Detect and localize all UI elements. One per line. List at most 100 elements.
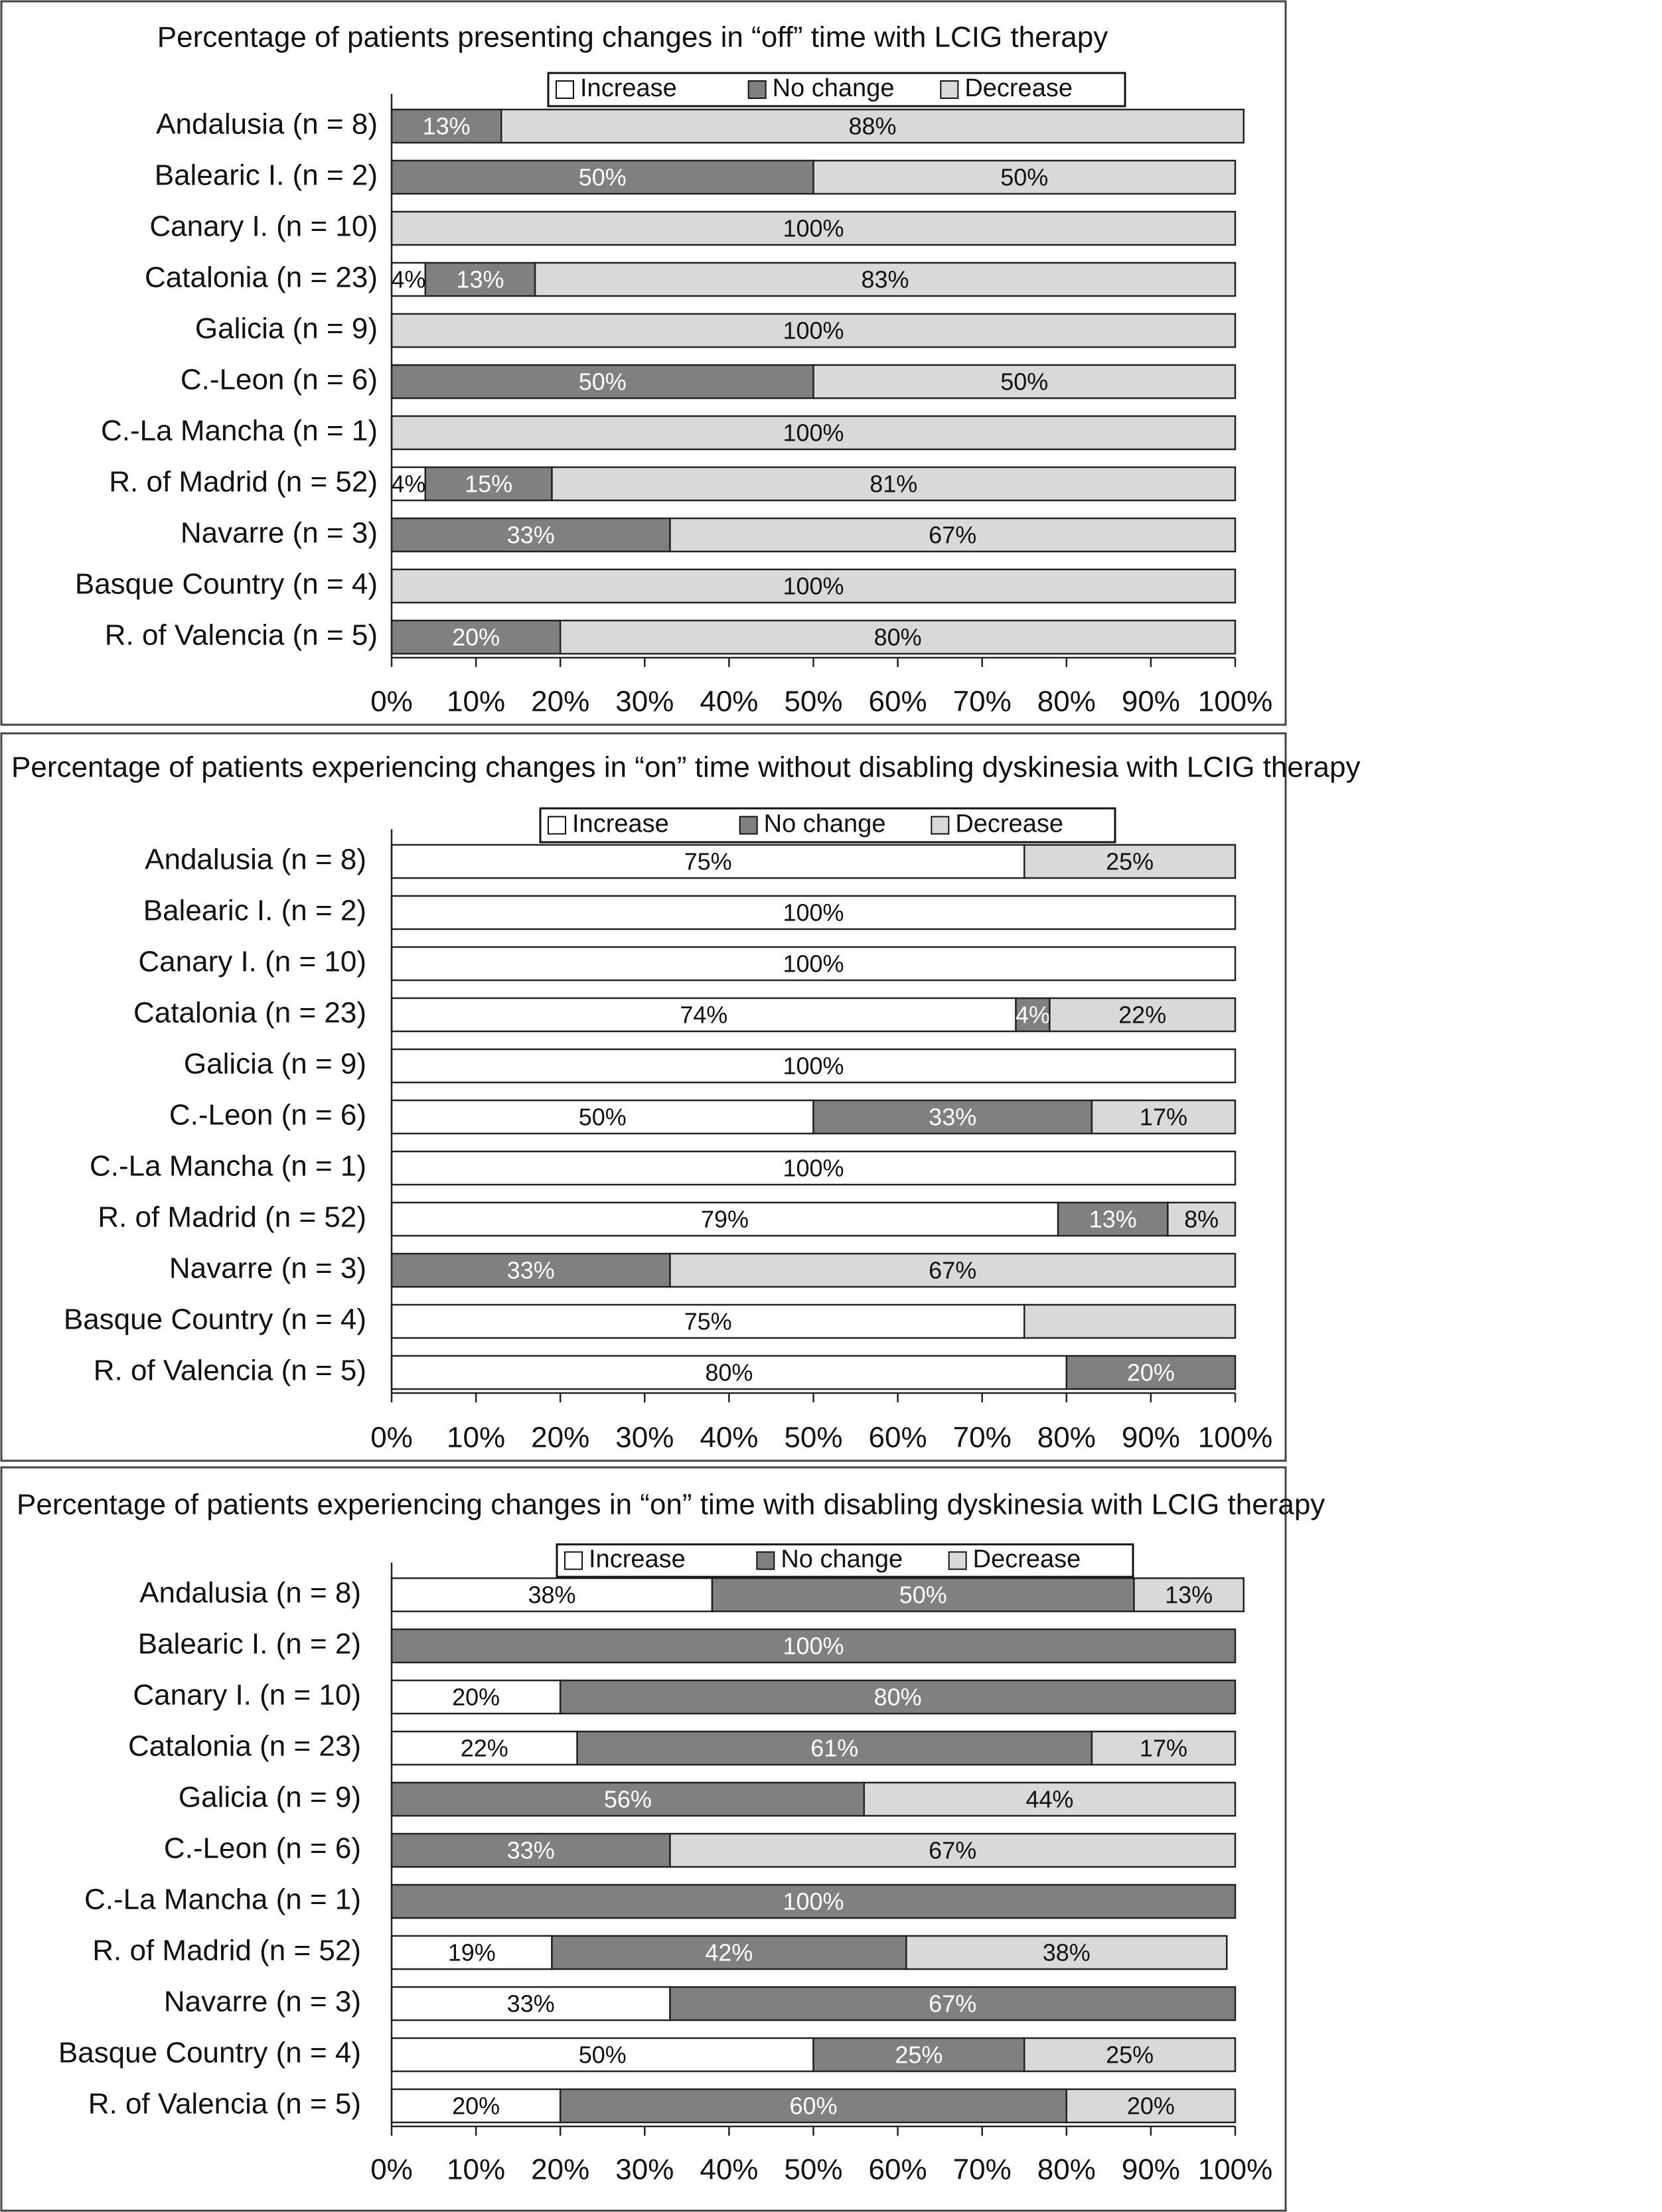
bar-segment (576, 1730, 1093, 1766)
bar-segment (1065, 2088, 1237, 2124)
value-label: 17% (1140, 1104, 1187, 1131)
value-label: 33% (507, 522, 555, 549)
value-label: 100% (783, 573, 844, 600)
value-label: 100% (783, 950, 844, 978)
value-label: 100% (783, 1633, 844, 1660)
category-label: R. of Valencia (n = 5) (88, 2088, 361, 2120)
x-tick-label: 70% (953, 686, 1012, 718)
bar-segment (551, 1935, 907, 1970)
bar-segment (1167, 1201, 1237, 1237)
value-label: 81% (869, 471, 917, 498)
value-label: 100% (783, 1155, 844, 1182)
x-tick-label: 30% (615, 2154, 674, 2186)
panel-border (0, 732, 1287, 1462)
category-label: Balearic I. (n = 2) (138, 1628, 361, 1660)
bar-segment (390, 844, 1025, 879)
category-label: Canary I. (n = 10) (149, 210, 378, 243)
category-label: Basque Country (n = 4) (64, 1303, 366, 1336)
x-tick-label: 40% (700, 2154, 758, 2186)
value-label: 100% (783, 1053, 844, 1080)
bar-segment (711, 1577, 1135, 1613)
value-label: 4% (1016, 1001, 1050, 1029)
category-label: R. of Madrid (n = 52) (109, 466, 378, 498)
value-label: 25% (895, 2041, 943, 2069)
bar-segment (812, 2037, 1025, 2073)
x-tick-label: 40% (700, 1422, 758, 1454)
category-label: Galicia (n = 9) (179, 1781, 361, 1814)
bar-segment (1023, 2037, 1237, 2073)
legend-box (556, 1543, 1134, 1578)
bar-segment (1023, 844, 1237, 879)
bar-segment (905, 1935, 1228, 1970)
legend-label: Decrease (964, 74, 1073, 102)
x-tick-label: 80% (1037, 2154, 1096, 2186)
bar-segment (390, 1201, 1059, 1237)
bar-segment (390, 1048, 1237, 1084)
bar-segment (863, 1781, 1237, 1817)
category-label: Catalonia (n = 23) (128, 1730, 361, 1763)
bar-segment (390, 568, 1237, 604)
bar-segment (669, 1832, 1237, 1868)
category-label: Andalusia (n = 8) (139, 1577, 361, 1609)
value-label: 8% (1184, 1206, 1219, 1233)
category-label: Canary I. (n = 10) (138, 946, 366, 978)
x-tick-label: 90% (1122, 686, 1180, 718)
bar-segment (559, 619, 1237, 655)
x-tick-label: 60% (869, 686, 927, 718)
legend-label: Increase (589, 1546, 686, 1574)
category-label: R. of Madrid (n = 52) (98, 1201, 366, 1234)
value-label: 67% (929, 1990, 976, 2018)
category-label: Basque Country (n = 4) (75, 568, 378, 601)
bar-segment (390, 1303, 1025, 1339)
legend-label: Decrease (973, 1546, 1081, 1574)
x-tick-label: 50% (784, 686, 842, 718)
bar-segment (390, 1781, 866, 1817)
x-tick-label: 30% (615, 686, 674, 718)
category-label: C.-Leon (n = 6) (181, 364, 378, 396)
value-label: 17% (1140, 1735, 1187, 1762)
bar-segment (669, 517, 1237, 553)
chart-title: Percentage of patients experiencing chan… (11, 751, 1360, 784)
value-label: 88% (848, 113, 896, 140)
value-label: 25% (1106, 2041, 1154, 2069)
bar-segment (1133, 1577, 1245, 1613)
category-label: Navarre (n = 3) (164, 1986, 361, 2018)
legend-swatch (548, 816, 566, 835)
x-tick-label: 20% (531, 2154, 589, 2186)
x-tick-label: 10% (447, 686, 505, 718)
value-label: 25% (1106, 848, 1154, 875)
x-tick-label: 0% (370, 1422, 413, 1454)
category-label: C.-La Mancha (n = 1) (84, 1883, 361, 1916)
x-tick-label: 90% (1122, 1422, 1180, 1454)
legend-box (547, 72, 1126, 108)
value-label: 13% (423, 113, 471, 140)
bar-segment (500, 108, 1245, 144)
value-label: 4% (391, 471, 425, 498)
bar-segment (559, 1679, 1237, 1715)
bar-segment (390, 1679, 562, 1715)
value-label: 79% (701, 1206, 749, 1233)
value-label: 100% (783, 1888, 844, 1915)
bar-segment (1065, 1355, 1237, 1390)
bar-segment (390, 1883, 1237, 1919)
bar-segment (812, 1099, 1093, 1135)
bar-segment (669, 1986, 1237, 2022)
category-label: Galicia (n = 9) (184, 1048, 366, 1080)
bar-segment (390, 415, 1237, 451)
x-tick-label: 40% (700, 686, 758, 718)
value-label: 22% (1118, 1001, 1166, 1029)
category-label: C.-Leon (n = 6) (164, 1832, 361, 1865)
x-tick-label: 20% (531, 1422, 589, 1454)
category-label: Canary I. (n = 10) (133, 1679, 361, 1712)
panel-border (0, 1466, 1287, 2212)
value-label: 75% (684, 1308, 732, 1335)
x-tick-label: 60% (869, 1422, 927, 1454)
value-label: 80% (874, 624, 922, 651)
value-label: 74% (680, 1001, 727, 1029)
legend-swatch (756, 1551, 775, 1570)
x-tick-label: 70% (953, 1422, 1012, 1454)
bar-segment (551, 466, 1237, 502)
bar-segment (390, 1252, 671, 1288)
value-label: 50% (1000, 164, 1048, 191)
